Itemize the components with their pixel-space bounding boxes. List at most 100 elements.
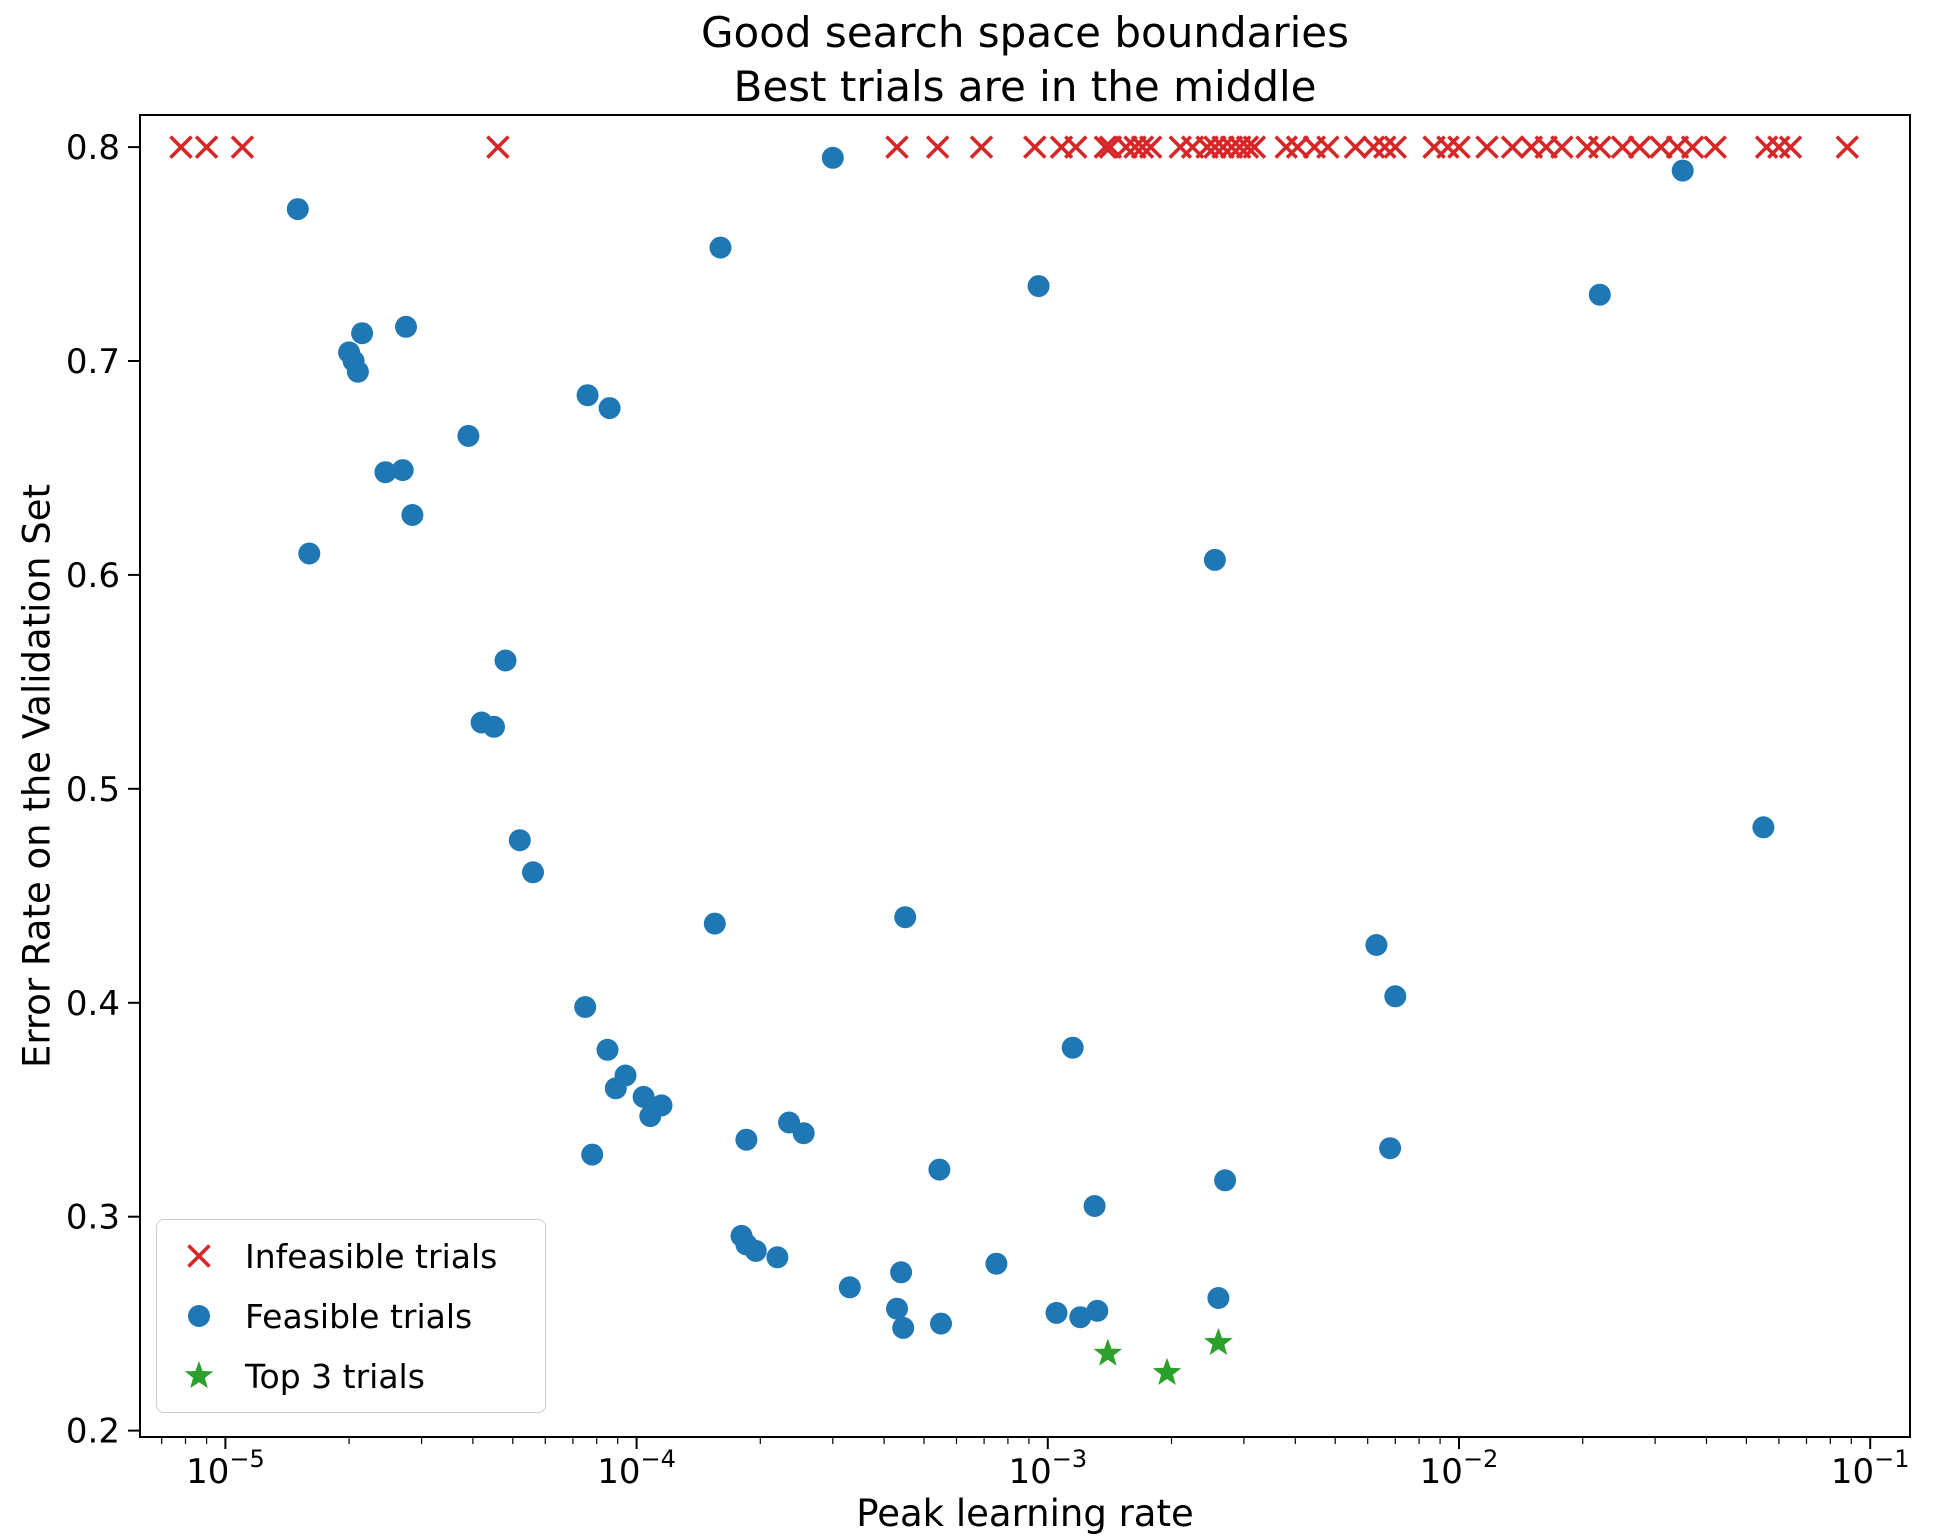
- feasible-trial-marker: [792, 1122, 815, 1145]
- feasible-trial-marker: [1379, 1137, 1402, 1160]
- feasible-trial-marker: [985, 1252, 1008, 1275]
- infeasible-trial-marker: [1274, 135, 1298, 159]
- y-tick-label: 0.7: [66, 342, 120, 382]
- feasible-trial-marker: [709, 236, 732, 259]
- infeasible-trial-marker: [1285, 135, 1310, 159]
- infeasible-trial-marker: [885, 135, 909, 159]
- infeasible-trial-marker: [1550, 135, 1574, 159]
- feasible-trial-marker: [838, 1276, 861, 1299]
- feasible-trial-marker: [1086, 1299, 1109, 1322]
- infeasible-trial-marker: [1064, 135, 1088, 159]
- feasible-trial-marker: [886, 1297, 908, 1320]
- feasible-trial-marker: [614, 1064, 637, 1087]
- feasible-trial-marker: [1045, 1301, 1068, 1324]
- y-tick-label: 0.2: [66, 1412, 120, 1452]
- x-tick-label: 10−1: [1831, 1445, 1910, 1492]
- y-tick-label: 0.5: [66, 770, 120, 810]
- feasible-trial-marker: [374, 461, 397, 484]
- infeasible-trial-marker: [1500, 135, 1525, 159]
- legend: Infeasible trials Feasible trials Top 3 …: [156, 1219, 547, 1413]
- feasible-trial-marker: [581, 1143, 604, 1166]
- infeasible-trial-marker: [1023, 135, 1047, 159]
- top3-trial-marker: [1204, 1327, 1233, 1355]
- feasible-trial-marker: [1069, 1306, 1092, 1329]
- legend-item-feasible: Feasible trials: [177, 1294, 497, 1338]
- infeasible-trial-marker: [230, 135, 255, 159]
- feasible-trial-marker: [596, 1038, 619, 1061]
- chart-title-line2: Best trials are in the middle: [733, 61, 1317, 111]
- feasible-trial-marker: [1214, 1169, 1237, 1192]
- feasible-trial-marker: [1027, 275, 1050, 298]
- feasible-trial-marker: [574, 996, 597, 1018]
- feasible-trial-marker: [401, 504, 424, 526]
- infeasible-trial-marker: [969, 135, 994, 159]
- feasible-trial-marker: [522, 861, 544, 884]
- infeasible-trial-marker: [1627, 135, 1652, 159]
- series-star: [1093, 1327, 1233, 1385]
- x-tick-label: 10−5: [186, 1445, 265, 1492]
- feasible-trial-marker: [930, 1312, 952, 1335]
- feasible-trial-marker: [483, 715, 505, 738]
- infeasible-trial-marker: [1778, 135, 1803, 159]
- feasible-trial-marker: [1588, 283, 1611, 306]
- infeasible-trial-marker: [1383, 135, 1408, 159]
- feasible-trial-marker: [928, 1158, 951, 1181]
- infeasible-trial-marker: [169, 135, 193, 159]
- x-legend-glyph: [187, 1244, 211, 1268]
- legend-item-top3: Top 3 trials: [177, 1354, 497, 1398]
- feasible-trial-marker: [650, 1094, 673, 1117]
- infeasible-trial-marker: [1203, 135, 1227, 159]
- legend-item-label: Feasible trials: [245, 1296, 473, 1336]
- infeasible-trial-marker: [1680, 135, 1705, 159]
- infeasible-trial-marker: [1447, 135, 1471, 159]
- y-tick-label: 0.6: [66, 556, 120, 596]
- x-tick-label: 10−2: [1420, 1445, 1499, 1492]
- feasible-trial-marker: [1083, 1195, 1106, 1217]
- feasible-trial-marker: [286, 198, 309, 221]
- feasible-trial-marker: [395, 315, 417, 338]
- feasible-trial-marker: [892, 1316, 915, 1339]
- infeasible-trial-marker: [1093, 135, 1118, 159]
- feasible-trial-marker: [598, 397, 621, 420]
- top3-trial-marker: [1152, 1357, 1182, 1385]
- infeasible-trial-marker: [925, 135, 950, 159]
- feasible-trial-marker: [890, 1261, 913, 1284]
- legend-item-label: Top 3 trials: [245, 1356, 425, 1396]
- feasible-trial-marker: [1061, 1036, 1084, 1059]
- infeasible-trial-marker: [194, 135, 219, 159]
- infeasible-trial-marker: [1588, 135, 1612, 159]
- y-tick-label: 0.4: [66, 984, 120, 1024]
- feasible-trial-marker: [351, 322, 374, 345]
- feasible-trial-marker: [1752, 816, 1775, 839]
- infeasible-trial-marker: [1235, 135, 1260, 159]
- feasible-trial-marker: [766, 1246, 789, 1269]
- feasible-trial-marker: [703, 912, 726, 935]
- infeasible-trial-marker: [486, 135, 510, 159]
- circle-legend-glyph: [188, 1305, 210, 1327]
- feasible-trial-marker: [298, 542, 321, 565]
- dot-marker-icon: [188, 1305, 210, 1327]
- legend-item-label: Infeasible trials: [245, 1236, 498, 1276]
- feasible-trial-marker: [735, 1128, 758, 1151]
- feasible-trial-marker: [391, 459, 414, 482]
- x-tick-label: 10−4: [597, 1445, 676, 1492]
- infeasible-trial-marker: [1475, 135, 1499, 159]
- feasible-trial-marker: [894, 906, 917, 929]
- feasible-trial-marker: [1365, 934, 1388, 956]
- infeasible-trial-marker: [1436, 135, 1460, 159]
- star-legend-glyph: [184, 1361, 214, 1389]
- infeasible-trial-marker: [1138, 135, 1163, 159]
- series-x: [169, 135, 1860, 159]
- x-axis-label: Peak learning rate: [856, 1492, 1194, 1535]
- feasible-trial-marker: [744, 1239, 767, 1262]
- infeasible-trial-marker: [1767, 135, 1791, 159]
- infeasible-trial-marker: [1361, 135, 1386, 159]
- chart-title-line1: Good search space boundaries: [700, 8, 1350, 57]
- y-tick-label: 0.3: [66, 1198, 120, 1238]
- x-tick-label: 10−3: [1008, 1445, 1087, 1492]
- infeasible-trial-marker: [1211, 135, 1235, 159]
- infeasible-trial-marker: [1242, 135, 1267, 159]
- axes: 10−5 10−4 10−3 10−2 10−1 0.2 0.3 0.4 0.5 0.6 0.7 0.…: [66, 114, 1911, 1492]
- x-marker-icon: [187, 1244, 211, 1268]
